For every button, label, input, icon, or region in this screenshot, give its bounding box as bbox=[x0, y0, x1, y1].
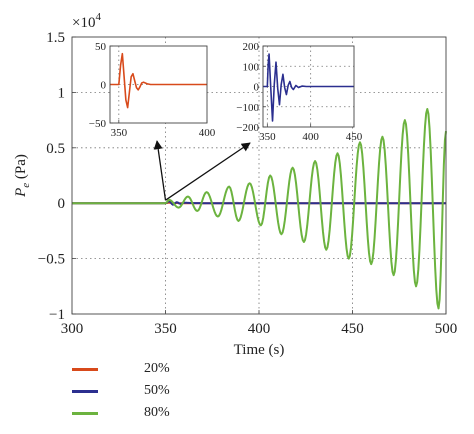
x-tick-label: 350 bbox=[154, 321, 177, 337]
x-tick-label: 500 bbox=[435, 321, 458, 337]
arrow-to-inset-20 bbox=[153, 140, 167, 201]
series-line-50pct bbox=[263, 53, 354, 122]
legend-swatch bbox=[72, 389, 98, 393]
y-tick-label: 1.5 bbox=[46, 30, 65, 46]
plot-frame bbox=[71, 36, 447, 315]
legend-swatch bbox=[72, 411, 98, 415]
x-tick-label: 350 bbox=[111, 127, 128, 139]
y-tick-label: 0 bbox=[58, 196, 66, 212]
inset-chart-20: 350 400 −50 0 50 bbox=[89, 41, 216, 139]
y-tick-label: −50 bbox=[89, 118, 107, 130]
x-tick-label: 400 bbox=[199, 127, 216, 139]
series-line-80pct bbox=[72, 108, 447, 310]
y-tick-label: 200 bbox=[243, 41, 260, 53]
y-tick-label: −1 bbox=[49, 307, 65, 323]
arrow-to-inset-50 bbox=[165, 142, 251, 201]
plot-frame bbox=[109, 45, 208, 124]
legend-item: 50% bbox=[72, 380, 170, 402]
y-tick-label: 50 bbox=[95, 41, 107, 53]
y-tick-label: −100 bbox=[236, 102, 259, 114]
y-tick-label: 0 bbox=[101, 80, 107, 92]
inset-chart-50: 350 400 450 −200 −100 0 100 200 bbox=[236, 41, 362, 143]
legend-item: 20% bbox=[72, 358, 170, 380]
y-multiplier: ×104 bbox=[72, 11, 101, 31]
legend-swatch bbox=[72, 367, 98, 371]
legend-label: 50% bbox=[144, 383, 170, 398]
plot-frame bbox=[262, 45, 355, 128]
annotation-arrows bbox=[153, 140, 251, 201]
x-tick-label: 450 bbox=[346, 131, 363, 143]
legend-label: 20% bbox=[144, 361, 170, 376]
y-tick-label: 0.5 bbox=[46, 141, 65, 157]
y-tick-label: 100 bbox=[243, 61, 260, 73]
x-tick-label: 300 bbox=[61, 321, 84, 337]
legend-label: 80% bbox=[144, 405, 170, 420]
x-tick-label: 400 bbox=[302, 131, 319, 143]
x-tick-label: 450 bbox=[341, 321, 364, 337]
series-line-20pct bbox=[110, 52, 207, 109]
y-axis-title: Pe (Pa) bbox=[13, 154, 32, 198]
y-tick-label: −200 bbox=[236, 122, 259, 134]
legend: 20% 50% 80% bbox=[72, 358, 170, 424]
x-axis-title: Time (s) bbox=[234, 342, 285, 358]
y-tick-label: −0.5 bbox=[38, 252, 65, 268]
x-tick-label: 350 bbox=[259, 131, 276, 143]
y-tick-label: 0 bbox=[254, 82, 260, 94]
y-tick-label: 1 bbox=[58, 85, 66, 101]
x-tick-label: 400 bbox=[248, 321, 271, 337]
legend-item: 80% bbox=[72, 402, 170, 424]
